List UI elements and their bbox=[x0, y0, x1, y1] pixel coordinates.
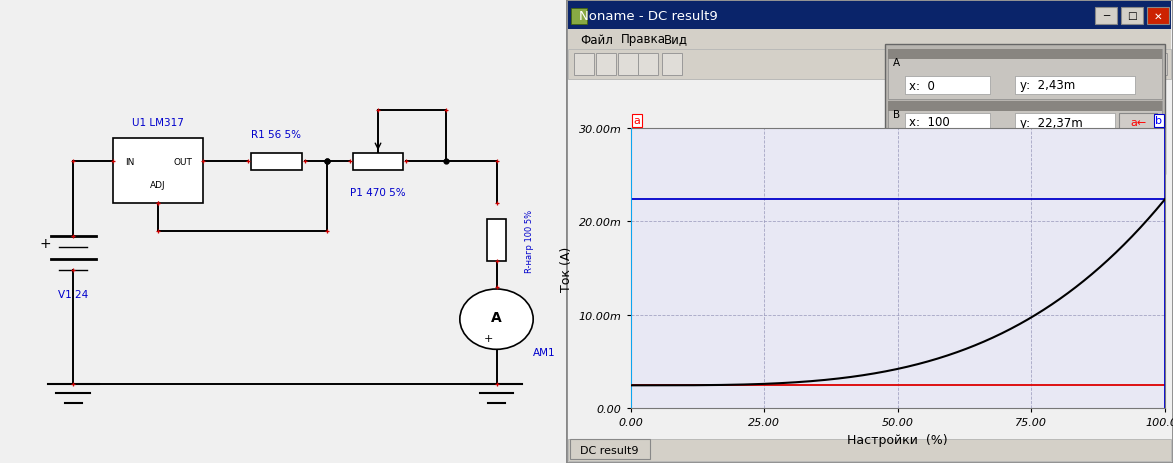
Bar bbox=[596, 54, 616, 76]
Text: y:  -19,94m: y: -19,94m bbox=[1005, 158, 1069, 168]
Text: Noname - DC result9: Noname - DC result9 bbox=[578, 9, 718, 22]
Y-axis label: Ток (A): Ток (A) bbox=[560, 246, 574, 291]
Bar bbox=[113, 139, 203, 204]
Bar bbox=[570, 439, 650, 459]
Text: Вид: Вид bbox=[664, 33, 687, 46]
Bar bbox=[1082, 54, 1101, 76]
Text: P1 470 5%: P1 470 5% bbox=[351, 187, 406, 197]
Bar bbox=[662, 54, 682, 76]
Text: AM1: AM1 bbox=[534, 347, 556, 357]
Text: □: □ bbox=[1127, 12, 1137, 21]
Text: U1 LM317: U1 LM317 bbox=[133, 118, 184, 128]
Text: OUT: OUT bbox=[174, 157, 192, 167]
Bar bbox=[568, 2, 1171, 30]
Text: y:  22,37m: y: 22,37m bbox=[1021, 116, 1083, 129]
Circle shape bbox=[460, 289, 534, 350]
Text: a←: a← bbox=[1130, 118, 1146, 128]
Bar bbox=[1147, 54, 1167, 76]
Bar bbox=[888, 50, 1162, 60]
Bar bbox=[570, 9, 586, 25]
Text: R1 56 5%: R1 56 5% bbox=[251, 129, 301, 139]
Bar bbox=[906, 114, 990, 131]
Text: a: a bbox=[633, 116, 640, 126]
Text: +: + bbox=[40, 236, 50, 250]
Text: IN: IN bbox=[126, 157, 135, 167]
Text: x:  -100: x: -100 bbox=[894, 158, 936, 168]
Text: ADJ: ADJ bbox=[150, 181, 165, 190]
Text: y:  2,43m: y: 2,43m bbox=[1021, 79, 1076, 92]
Text: A - B: A - B bbox=[894, 147, 916, 156]
Bar bbox=[886, 45, 1165, 175]
Bar bbox=[888, 50, 1162, 100]
Bar bbox=[888, 102, 1162, 112]
Text: A: A bbox=[894, 58, 901, 68]
Bar bbox=[1119, 114, 1157, 131]
Bar bbox=[1121, 8, 1143, 25]
Text: Файл: Файл bbox=[581, 33, 613, 46]
Bar bbox=[353, 154, 404, 170]
Bar bbox=[1015, 54, 1035, 76]
Bar bbox=[487, 220, 507, 262]
Bar bbox=[888, 102, 1162, 137]
Bar bbox=[568, 30, 1171, 50]
Bar bbox=[888, 139, 1162, 149]
Text: DC result9: DC result9 bbox=[581, 445, 639, 455]
Text: Правка: Правка bbox=[621, 33, 665, 46]
Bar bbox=[906, 77, 990, 95]
X-axis label: Настройки  (%): Настройки (%) bbox=[847, 432, 948, 445]
Bar bbox=[1103, 54, 1123, 76]
Text: R-нагр 100 5%: R-нагр 100 5% bbox=[524, 209, 534, 272]
Bar bbox=[1096, 8, 1117, 25]
Bar bbox=[574, 54, 594, 76]
Bar bbox=[617, 54, 638, 76]
Bar bbox=[1059, 54, 1079, 76]
Bar bbox=[251, 154, 301, 170]
Text: x:  100: x: 100 bbox=[909, 116, 950, 129]
Text: b: b bbox=[1155, 116, 1162, 126]
Bar bbox=[1015, 114, 1116, 131]
Bar bbox=[994, 54, 1013, 76]
Text: A: A bbox=[491, 310, 502, 324]
Bar bbox=[568, 50, 1171, 80]
Text: +: + bbox=[483, 333, 493, 343]
Bar bbox=[1037, 54, 1057, 76]
Text: ✕: ✕ bbox=[1153, 12, 1162, 21]
Bar bbox=[568, 439, 1171, 461]
Text: B: B bbox=[894, 110, 901, 120]
Bar bbox=[1015, 77, 1135, 95]
Text: ─: ─ bbox=[1103, 12, 1110, 21]
Text: x:  0: x: 0 bbox=[909, 79, 935, 92]
Bar bbox=[1147, 8, 1169, 25]
Bar bbox=[888, 139, 1162, 172]
Text: V1 24: V1 24 bbox=[59, 289, 88, 299]
Bar bbox=[638, 54, 658, 76]
Bar bbox=[1125, 54, 1145, 76]
